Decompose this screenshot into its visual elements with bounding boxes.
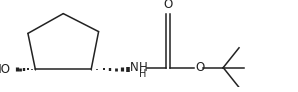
Text: N: N bbox=[130, 61, 139, 74]
Text: HO: HO bbox=[0, 63, 11, 76]
Text: O: O bbox=[164, 0, 173, 11]
Text: H: H bbox=[139, 61, 147, 74]
Text: O: O bbox=[195, 61, 204, 74]
Text: H: H bbox=[139, 69, 146, 79]
